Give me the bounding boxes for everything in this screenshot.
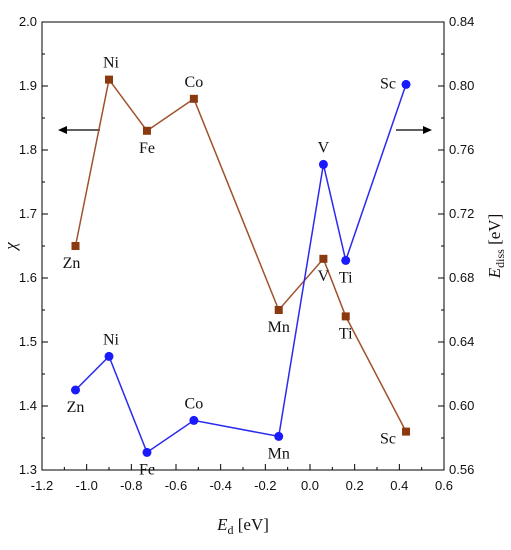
x-tick-label: 0.0 [301,478,319,493]
x-tick-label: 0.2 [346,478,364,493]
left-axis-arrow [58,126,100,134]
x-tick-label: 0.4 [390,478,408,493]
data-point-square [319,254,328,263]
data-point-square [402,427,411,436]
point-label: Ni [103,331,120,348]
series-1: Zn Ni Fe Co Mn V Ti Sc [67,75,411,478]
y-right-tick-label: 0.56 [449,462,474,477]
x-axis-title-unit: [eV] [233,515,268,534]
y-axis-right-title: Ediss [eV] [485,214,507,279]
x-axis-title-main: E [216,515,228,534]
y-right-tick-label: 0.64 [449,334,474,349]
y-right-tick-label: 0.72 [449,206,474,221]
x-tick-label: -0.6 [165,478,187,493]
x-axis-title: Ed [eV] [216,515,269,537]
point-label: Ti [339,325,353,342]
data-point-square [341,312,350,321]
y-axis-right-title-main: E [485,267,504,279]
point-label: Co [185,395,204,412]
y-axis-right: 0.56 0.60 0.64 0.68 0.72 0.76 0.80 0.84 [438,14,474,477]
x-tick-label: 0.6 [435,478,453,493]
x-tick-label: -1.2 [31,478,53,493]
series-0: Zn Ni Fe Co Mn V Ti Sc [63,55,411,448]
point-label: Sc [380,431,396,448]
point-label: V [318,139,330,156]
data-point-circle [189,415,199,425]
point-label: Mn [268,319,290,336]
y-right-tick-label: 0.60 [449,398,474,413]
x-tick-label: -0.4 [209,478,231,493]
point-label: Fe [139,461,155,478]
y-right-tick-label: 0.84 [449,14,474,29]
point-label: Zn [67,399,85,416]
data-point-circle [104,351,114,361]
data-point-square [142,126,151,135]
series-line-1 [74,84,407,454]
series-layer: Zn Ni Fe Co Mn V Ti Sc Zn Ni Fe Co Mn V Ti Sc [63,55,411,478]
x-tick-label: -0.8 [120,478,142,493]
y-left-tick-label: 1.3 [19,462,37,477]
x-axis-title-sub: d [227,523,233,537]
data-point-circle [341,255,351,265]
data-point-circle [71,385,80,395]
right-axis-arrow [396,126,432,134]
y-axis-left: 1.3 1.4 1.5 1.6 1.7 1.8 1.9 2.0 [19,14,48,477]
data-point-square [274,306,283,314]
x-tick-label: -0.2 [254,478,276,493]
y-right-tick-label: 0.80 [449,78,474,93]
y-axis-right-title-unit: [eV] [485,214,504,249]
data-point-circle [401,79,411,89]
y-right-tick-label: 0.76 [449,142,474,157]
x-tick-label: -1.0 [75,478,97,493]
y-axis-left-title: χ [1,242,20,252]
point-label: Co [185,74,204,91]
data-point-circle [318,159,328,169]
y-left-tick-label: 1.6 [19,270,37,285]
point-label: Ti [339,269,353,286]
y-left-tick-label: 2.0 [19,14,37,29]
y-left-tick-label: 1.9 [19,78,37,93]
point-label: Fe [139,140,155,157]
y-left-tick-label: 1.7 [19,206,37,221]
point-label: V [318,268,330,285]
y-right-tick-label: 0.68 [449,270,474,285]
data-point-square [189,94,198,103]
data-point-circle [274,431,284,441]
point-label: Sc [380,75,396,92]
data-point-square [71,242,80,250]
series-line-0 [74,77,407,432]
point-label: Zn [63,255,81,272]
x-axis: -1.2 -1.0 -0.8 -0.6 -0.4 -0.2 0.0 0.2 0.4 0.6 [31,464,453,493]
y-left-tick-label: 1.4 [19,398,37,413]
y-axis-right-title-sub: diss [493,249,507,268]
point-label: Mn [268,445,290,462]
data-point-circle [142,447,152,457]
y-left-tick-label: 1.5 [19,334,37,349]
data-point-square [105,75,113,84]
point-label: Ni [103,55,120,72]
y-left-tick-label: 1.8 [19,142,37,157]
